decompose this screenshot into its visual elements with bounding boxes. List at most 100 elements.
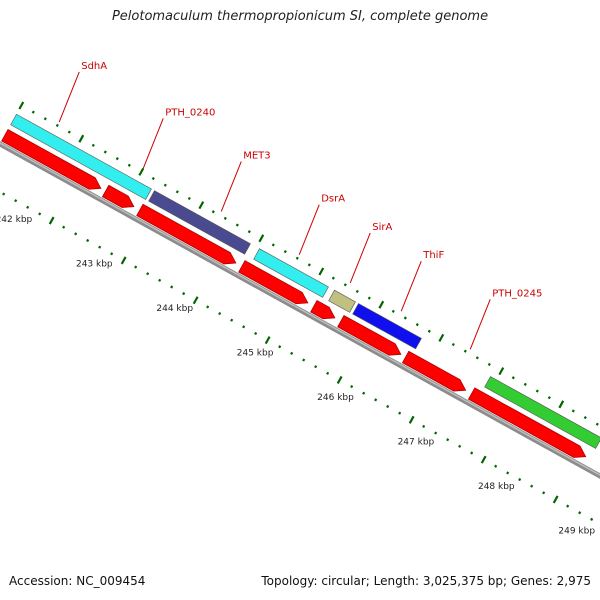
tick-mark — [307, 263, 311, 267]
tick-mark — [498, 367, 505, 376]
tick-mark — [326, 371, 330, 375]
cog-feature-ring — [10, 113, 600, 449]
tick-mark — [558, 400, 565, 409]
tick-mark — [158, 278, 162, 282]
tick-mark — [18, 101, 25, 110]
tick-mark — [78, 134, 85, 143]
cog-feature-bar — [10, 113, 152, 200]
cds-arrow — [238, 260, 309, 305]
tick-mark — [206, 305, 210, 309]
cog-feature-bar — [484, 376, 600, 449]
tick-mark — [511, 376, 515, 380]
cds-arrow — [310, 299, 336, 320]
cds-arrow — [467, 387, 587, 458]
tick-mark — [571, 409, 575, 413]
tick-mark — [192, 296, 199, 305]
tick-mark — [487, 362, 491, 367]
tick-mark — [578, 511, 582, 515]
cds-arrow — [401, 350, 467, 392]
tick-mark — [355, 289, 359, 294]
tick-mark — [43, 117, 47, 121]
genome-backbone — [0, 141, 600, 479]
tick-mark — [422, 424, 426, 429]
tick-mark — [138, 167, 145, 176]
tick-mark — [336, 375, 343, 384]
gene-label-leader — [142, 118, 164, 169]
tick-mark — [103, 150, 107, 154]
gene-label: ThiF — [422, 250, 444, 261]
tick-mark — [2, 192, 6, 196]
tick-mark — [378, 300, 385, 309]
tick-mark — [151, 176, 155, 181]
gene-label: SirA — [372, 222, 392, 233]
tick-mark — [367, 296, 371, 300]
outer-tick-ring — [18, 101, 599, 426]
tick-mark — [295, 256, 299, 260]
tick-mark — [258, 234, 265, 243]
gene-label-leader — [58, 71, 80, 123]
gene-label-leader — [349, 232, 371, 284]
cog-feature-bar — [148, 190, 251, 255]
cds-feature-ring — [1, 129, 600, 473]
accession-text: Accession: NC_009454 — [9, 574, 146, 588]
cog-feature-bar — [328, 289, 356, 313]
tick-mark — [55, 123, 59, 128]
backbone-highlight — [0, 142, 600, 476]
tick-mark — [302, 358, 306, 362]
tick-mark — [427, 329, 431, 333]
tick-mark — [398, 411, 402, 415]
tick-mark — [343, 283, 347, 287]
tick-mark — [331, 276, 335, 280]
cog-feature-bar — [253, 248, 329, 298]
tick-mark — [530, 484, 534, 488]
backbone-line — [0, 141, 600, 479]
gene-label: PTH_0245 — [492, 288, 542, 299]
tick-mark — [451, 342, 455, 347]
kbp-label: 244 kbp — [156, 304, 193, 314]
tick-mark — [583, 415, 587, 420]
cds-arrow — [337, 314, 402, 356]
tick-mark — [198, 201, 205, 210]
tick-mark — [494, 464, 498, 468]
tick-mark — [91, 143, 95, 147]
tick-mark — [62, 225, 66, 229]
tick-mark — [434, 431, 438, 435]
tick-mark — [362, 391, 366, 395]
tick-mark — [314, 365, 318, 369]
tick-mark — [230, 318, 234, 322]
tick-mark — [438, 333, 445, 342]
kbp-label: 248 kbp — [478, 482, 515, 492]
kbp-label: 242 kbp — [0, 215, 33, 225]
tick-mark — [134, 265, 138, 269]
tick-mark — [223, 216, 227, 220]
tick-mark — [590, 517, 594, 521]
cog-feature-bar — [352, 303, 422, 350]
tick-mark — [271, 243, 275, 247]
kbp-label: 247 kbp — [398, 437, 435, 447]
cds-arrow — [101, 184, 135, 208]
tick-mark — [475, 356, 479, 360]
tick-mark — [14, 199, 18, 203]
tick-mark — [283, 249, 287, 254]
tick-mark — [535, 389, 539, 393]
tick-mark — [264, 336, 271, 345]
tick-mark — [463, 349, 467, 353]
tick-mark — [31, 110, 35, 114]
tick-mark — [547, 396, 551, 400]
kbp-label: 249 kbp — [558, 526, 595, 536]
tick-mark — [86, 238, 90, 243]
tick-mark — [318, 267, 325, 276]
tick-mark — [115, 157, 119, 161]
tick-mark — [374, 398, 378, 402]
gene-labels: SdhA PTH_0240 MET3 DsrA SirA ThiF PTH_0245 — [58, 61, 542, 350]
tick-mark — [415, 323, 419, 327]
gene-label-leader — [220, 161, 242, 212]
tick-mark — [146, 272, 150, 276]
tick-mark — [470, 451, 474, 455]
tick-mark — [98, 245, 102, 249]
tick-mark — [127, 163, 131, 167]
kbp-label: 243 kbp — [76, 259, 113, 269]
tick-mark — [542, 491, 546, 495]
